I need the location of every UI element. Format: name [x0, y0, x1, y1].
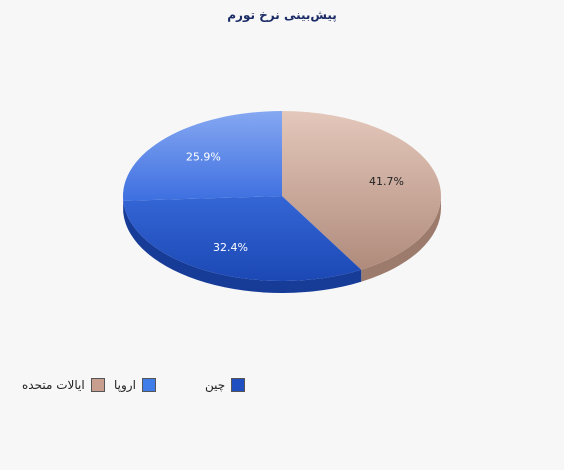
- legend-label-united-states: ایالات متحده: [22, 378, 85, 392]
- chart-title: پیش‌بینی نرخ تورم: [227, 8, 337, 22]
- legend-item-china: چین: [205, 378, 246, 392]
- slice-label-china: 32.4%: [213, 241, 248, 254]
- pie-side-china: [123, 200, 362, 293]
- legend-label-europe: اروپا: [114, 378, 136, 392]
- slice-label-united-states: 41.7%: [369, 175, 404, 188]
- pie-slice-china: [123, 196, 362, 281]
- pie-slice-europe: [123, 111, 282, 201]
- legend: ایالات متحده اروپا چین: [0, 378, 564, 398]
- legend-item-united-states: ایالات متحده: [22, 378, 105, 392]
- pie-side-united-states: [361, 196, 441, 282]
- legend-label-china: چین: [205, 378, 226, 392]
- legend-swatch-europe: [141, 378, 156, 392]
- slice-label-europe: 25.9%: [186, 150, 221, 163]
- legend-swatch-china: [231, 378, 246, 392]
- legend-swatch-united-states: [90, 378, 105, 392]
- legend-item-europe: اروپا: [114, 378, 156, 392]
- pie-slice-united-states: [282, 111, 442, 270]
